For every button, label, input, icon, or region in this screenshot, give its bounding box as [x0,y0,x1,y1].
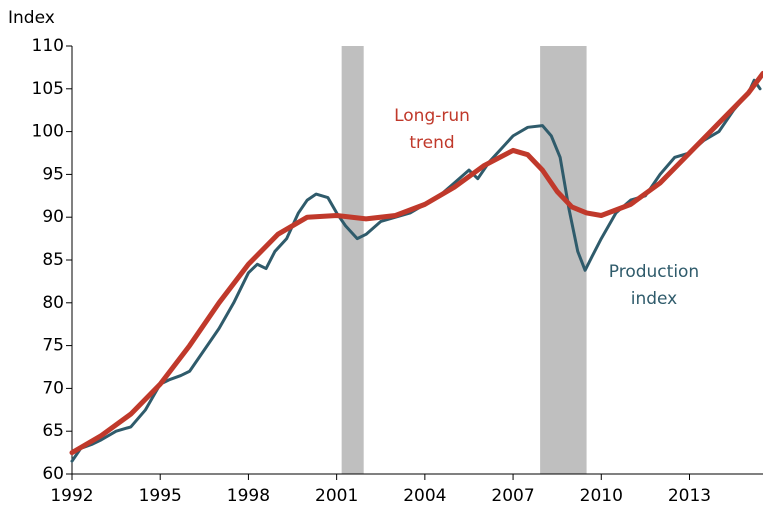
x-tick-label: 1992 [50,486,93,506]
x-tick-label: 2007 [491,486,534,506]
x-tick-label: 2013 [668,486,711,506]
annotation: Production [609,262,699,282]
x-tick-label: 1998 [227,486,270,506]
y-tick-label: 90 [42,207,64,227]
x-tick-label: 2001 [315,486,358,506]
annotation: index [631,289,678,309]
y-axis-label: Index [8,8,55,28]
y-tick-label: 95 [42,164,64,184]
recession-band [341,46,364,474]
x-tick-label: 2010 [580,486,623,506]
y-tick-label: 75 [42,336,64,356]
y-tick-label: 60 [42,464,64,484]
y-tick-label: 80 [42,293,64,313]
series-line [69,70,763,456]
x-tick-label: 1995 [139,486,182,506]
recession-band [540,46,587,474]
y-tick-label: 70 [42,378,64,398]
x-tick-label: 2004 [403,486,446,506]
y-tick-label: 100 [32,122,64,142]
y-tick-label: 85 [42,250,64,270]
annotation: Long-run [394,106,470,126]
y-tick-label: 105 [32,79,64,99]
y-tick-label: 110 [32,36,64,56]
y-tick-label: 65 [42,421,64,441]
annotation: trend [409,133,454,153]
